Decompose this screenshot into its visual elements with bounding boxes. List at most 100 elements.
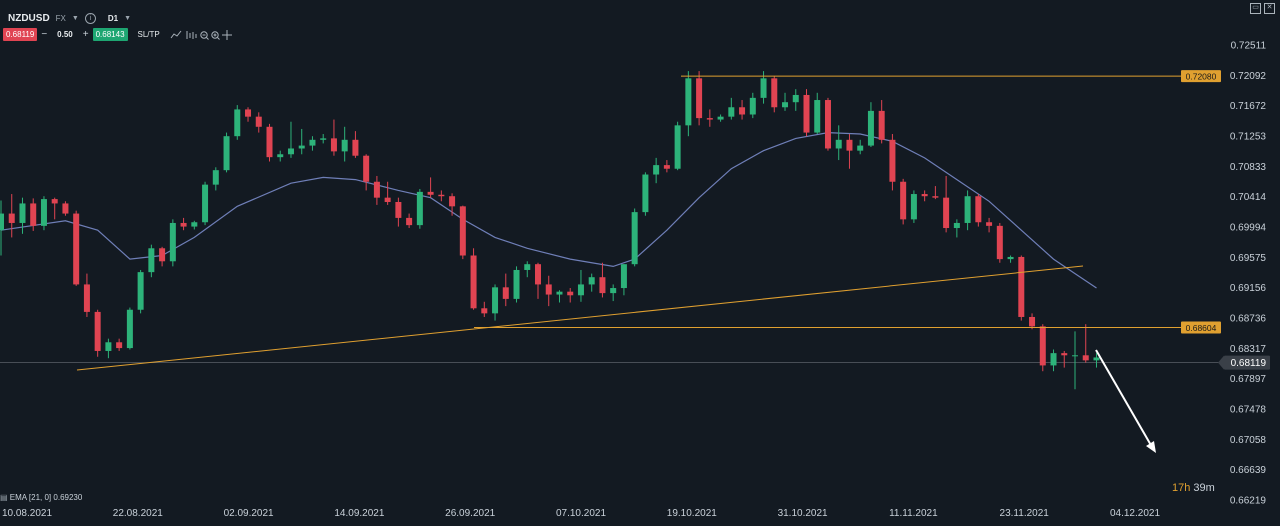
decrease-volume-button[interactable]: − (41, 29, 48, 40)
market-label[interactable]: FX (55, 13, 66, 23)
candle-body (588, 277, 595, 285)
level-label-box[interactable] (1181, 321, 1221, 334)
candle-body (19, 203, 26, 223)
price-tick-label: 0.67897 (1230, 374, 1267, 385)
candle (459, 205, 466, 260)
candle (739, 100, 746, 120)
volume-value[interactable]: 0.50 (57, 30, 73, 39)
candle (706, 109, 713, 127)
indicator-name[interactable]: EMA [21, 0] (9, 493, 52, 502)
timeframe-selector[interactable]: D1 (107, 13, 119, 23)
drawing-layer[interactable]: 0.72080 0.68604 (76, 70, 1221, 453)
candle-body (932, 196, 939, 198)
candle (502, 273, 509, 307)
candle (1072, 331, 1078, 390)
increase-volume-button[interactable]: + (82, 29, 89, 40)
crosshair-icon[interactable] (221, 29, 232, 40)
forecast-arrow[interactable] (1095, 349, 1153, 448)
level-label[interactable]: 0.72080 (1186, 72, 1217, 82)
candle (94, 309, 101, 357)
price-tick-label: 0.70414 (1230, 192, 1267, 203)
current-price-label[interactable]: 0.68119 (1231, 358, 1267, 369)
candle-body (749, 97, 756, 115)
candle-body (545, 284, 552, 295)
price-tick-label: 0.67058 (1230, 435, 1267, 446)
candle (40, 196, 47, 231)
candle-body (384, 197, 391, 202)
candle (900, 178, 907, 225)
candle-body (502, 287, 509, 299)
candle (1050, 349, 1057, 372)
candle (782, 92, 789, 111)
forecast-arrow-head[interactable] (1146, 441, 1156, 453)
price-tick-label: 0.69575 (1230, 253, 1267, 264)
candle-body (191, 222, 198, 227)
candle (180, 217, 187, 231)
trade-bar: 0.68119 − 0.50 + 0.68143 SL/TP (3, 28, 234, 41)
candle-body (835, 139, 842, 149)
symbol-label[interactable]: NZDUSD (8, 12, 50, 24)
indicators-icon[interactable] (186, 30, 197, 39)
candle-body (341, 139, 348, 152)
timer-hours: 17h (1172, 482, 1191, 494)
candle (83, 273, 90, 317)
candle (384, 181, 391, 205)
chevron-down-icon[interactable]: ▼ (71, 14, 79, 22)
candle-body (599, 277, 606, 294)
candle (986, 217, 993, 233)
zoom-out-icon[interactable] (200, 30, 209, 40)
candle (728, 97, 735, 120)
candle-body (535, 264, 541, 285)
candle-body (771, 78, 778, 108)
price-tick-label: 0.71672 (1230, 101, 1267, 112)
price-tick-label: 0.69994 (1230, 223, 1267, 234)
sell-button[interactable]: 0.68119 (3, 28, 38, 41)
date-tick-label: 31.10.2021 (778, 508, 828, 519)
candle-body (943, 197, 950, 229)
candle-body (610, 288, 617, 294)
time-axis[interactable]: 10.08.2021 22.08.2021 02.09.2021 14.09.2021… (2, 508, 1160, 519)
candle-body (83, 284, 90, 312)
candle-body (1018, 256, 1025, 317)
chevron-down-icon[interactable]: ▼ (124, 14, 132, 22)
candle (943, 175, 950, 233)
candle (524, 261, 531, 278)
candle-body (320, 138, 327, 140)
info-icon[interactable]: i (84, 12, 96, 24)
candle-body (900, 181, 907, 220)
candle-body (1007, 256, 1014, 260)
candle-body (1029, 316, 1036, 327)
zoom-in-icon[interactable] (211, 30, 220, 40)
current-price-badge[interactable] (1224, 355, 1270, 370)
candle (234, 105, 241, 140)
line-tool-icon[interactable] (170, 30, 182, 38)
candle-body (481, 308, 488, 314)
candle (363, 154, 370, 191)
candle (835, 125, 842, 161)
maximize-icon[interactable]: ▭ (1250, 3, 1261, 14)
candle-body (556, 291, 563, 295)
candle (395, 197, 402, 227)
candle-body (1082, 355, 1089, 361)
buy-button[interactable]: 0.68143 (92, 28, 128, 41)
candle (674, 121, 681, 171)
rising-trendline[interactable] (76, 265, 1084, 371)
level-label[interactable]: 0.68604 (1186, 323, 1217, 333)
candle (266, 123, 273, 162)
candle (449, 193, 456, 216)
candle-body (459, 206, 466, 256)
candle-body (921, 194, 928, 197)
indicator-value: 0.69230 (53, 493, 83, 502)
candle-body (223, 136, 230, 171)
level-label-box[interactable] (1181, 70, 1221, 83)
candle (1039, 324, 1046, 372)
indicator-settings-icon[interactable]: ▤ (0, 493, 8, 502)
sl-tp-button[interactable]: SL/TP (137, 30, 160, 39)
close-icon[interactable]: ✕ (1264, 3, 1275, 14)
candle (212, 167, 219, 191)
price-axis[interactable]: 0.72511 0.72092 0.71672 0.71253 0.70833 0.704… (1218, 41, 1270, 507)
candle (0, 200, 4, 256)
candle-body (427, 191, 434, 195)
candle (330, 119, 337, 156)
